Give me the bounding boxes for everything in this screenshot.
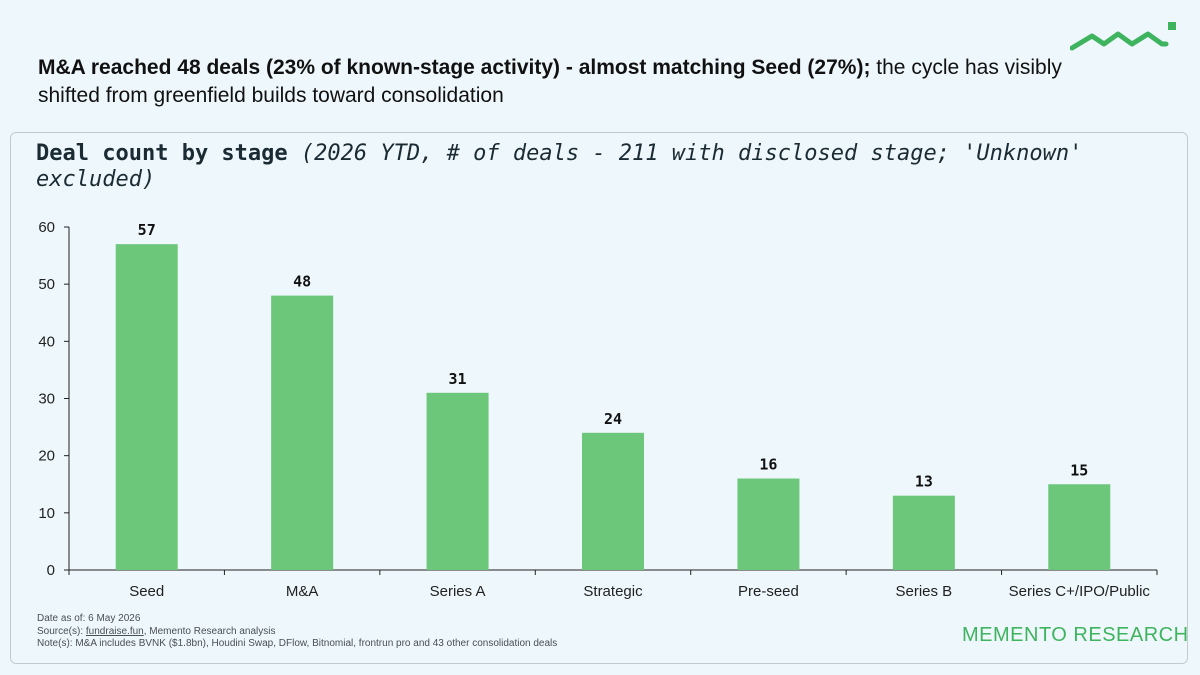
x-tick-label: Series C+/IPO/Public [1009, 583, 1151, 600]
y-tick-label: 0 [47, 562, 55, 579]
chart-panel [10, 132, 1188, 664]
y-tick-label: 10 [38, 505, 55, 522]
source-link[interactable]: fundraise.fun [85, 625, 144, 637]
y-tick-label: 60 [38, 219, 55, 236]
source-note: Source(s): fundraise.fun, Memento Resear… [37, 626, 557, 639]
chart-title: Deal count by stage (2026 YTD, # of deal… [36, 141, 1136, 193]
bar-value-label: 13 [915, 473, 933, 491]
bar [582, 432, 644, 570]
bar-value-label: 57 [138, 221, 156, 239]
bar [1048, 484, 1111, 570]
bar [115, 244, 178, 570]
date-note: Date as of: 6 May 2026 [37, 613, 141, 624]
source-rest: , Memento Research analysis [143, 625, 276, 637]
y-tick-label: 30 [38, 391, 55, 408]
headline-bold: M&A reached 48 deals (23% of known-stage… [38, 56, 871, 79]
x-tick-label: Series B [896, 583, 953, 600]
x-tick-label: Strategic [583, 583, 643, 600]
headline-normal: the cycle has visibly shifted from green… [38, 56, 1062, 107]
y-tick-label: 20 [38, 448, 55, 465]
x-tick-label: Series A [430, 583, 486, 600]
bar-value-label: 15 [1070, 461, 1088, 479]
source-prefix: Source(s): [37, 625, 86, 637]
bar [271, 295, 334, 570]
bar-value-label: 16 [759, 456, 777, 474]
x-tick-label: Seed [129, 583, 164, 600]
brand-wordmark: MEMENTO RESEARCH [962, 624, 1189, 646]
x-tick-label: M&A [286, 583, 319, 600]
footnotes: Date as of: 6 May 2026 Source(s): fundra… [37, 613, 557, 651]
bar-value-label: 24 [604, 410, 622, 428]
bar [426, 392, 489, 570]
memento-logo-icon [1070, 22, 1176, 51]
footnote: Note(s): M&A includes BVNK ($1.8bn), Hou… [37, 638, 558, 649]
headline: M&A reached 48 deals (23% of known-stage… [38, 54, 1118, 110]
x-tick-label: Pre-seed [738, 583, 799, 600]
y-tick-label: 50 [38, 276, 55, 293]
chart-title-main: Deal count by stage [36, 141, 288, 166]
chart-title-subtitle: (2026 YTD, # of deals - 211 with disclos… [36, 141, 1083, 192]
bar [737, 478, 800, 570]
y-tick-label: 40 [38, 333, 55, 350]
bar-value-label: 31 [449, 370, 467, 388]
bar [892, 495, 955, 570]
bar-value-label: 48 [293, 273, 311, 291]
